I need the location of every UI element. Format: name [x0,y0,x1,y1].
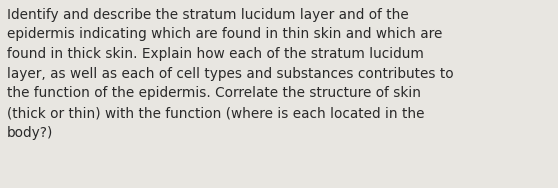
Text: Identify and describe the stratum lucidum layer and of the
epidermis indicating : Identify and describe the stratum lucidu… [7,8,453,140]
